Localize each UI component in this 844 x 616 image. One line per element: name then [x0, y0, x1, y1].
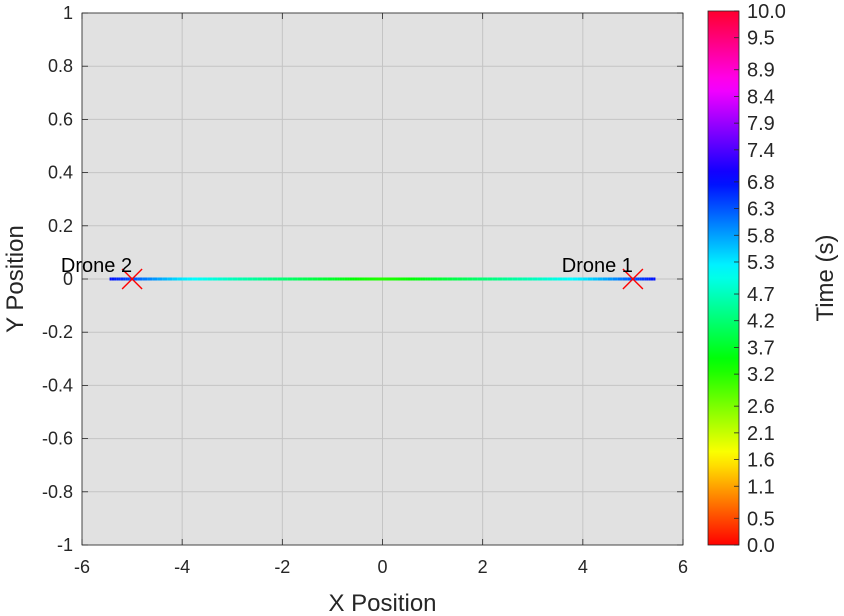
x-axis-title: X Position: [328, 590, 436, 616]
colorbar-tick-label: 3.2: [747, 364, 775, 386]
y-tick-label: 0.8: [48, 56, 73, 76]
x-tick-label: 0: [377, 557, 387, 577]
x-tick-label: 6: [678, 557, 688, 577]
x-tick-label: -2: [274, 557, 290, 577]
drone-label: Drone 1: [562, 255, 633, 277]
y-tick-label: -0.6: [42, 429, 73, 449]
colorbar-tick-label: 0.0: [747, 535, 775, 557]
colorbar-title: Time (s): [812, 234, 839, 321]
colorbar-tick-label: 4.2: [747, 311, 775, 333]
drone-marker-1: [622, 268, 644, 290]
y-tick-label: -0.8: [42, 482, 73, 502]
colorbar-tick-label: 5.3: [747, 252, 775, 274]
colorbar-tick-label: 7.4: [747, 140, 775, 162]
colorbar-tick-label: 6.3: [747, 199, 775, 221]
y-tick-label: 0.4: [48, 163, 73, 183]
colorbar-tick-label: 3.7: [747, 337, 775, 359]
y-tick-label: -0.2: [42, 322, 73, 342]
y-tick-label: 0.6: [48, 109, 73, 129]
colorbar-tick-label: 1.1: [747, 476, 775, 498]
y-tick-label: 1: [63, 3, 73, 23]
drone-marker-2: [121, 268, 143, 290]
plot-area: Drone 1 Drone 2: [61, 12, 684, 546]
x-tick-label: -6: [74, 557, 90, 577]
colorbar-ticks: 10.0 9.5 8.9 8.4 7.9 7.4 6.8 6.3 5.8 5.3 4.7 4.2 3.7…: [734, 1, 786, 557]
colorbar-tick-label: 8.9: [747, 60, 775, 82]
y-tick-label: -0.4: [42, 375, 73, 395]
y-tick-label: -1: [57, 535, 73, 555]
colorbar-gradient: [707, 10, 740, 546]
colorbar-tick-label: 9.5: [747, 28, 775, 50]
y-tick-label: 0: [63, 269, 73, 289]
y-axis: 1 0.8 0.6 0.4 0.2 0 -0.2 -0.4 -0.6 -0.8 -1: [42, 3, 683, 555]
colorbar-tick-label: 2.6: [747, 396, 775, 418]
drone-label: Drone 2: [61, 255, 132, 277]
y-tick-label: 0.2: [48, 216, 73, 236]
x-tick-label: 4: [578, 557, 588, 577]
drone-markers: Drone 1 Drone 2: [61, 255, 644, 290]
x-tick-label: -4: [174, 557, 190, 577]
colorbar-tick-label: 1.6: [747, 450, 775, 472]
colorbar-tick-label: 5.8: [747, 225, 775, 247]
colorbar-tick-label: 8.4: [747, 86, 775, 108]
colorbar-tick-label: 6.8: [747, 172, 775, 194]
x-tick-label: 2: [478, 557, 488, 577]
colorbar-tick-label: 2.1: [747, 423, 775, 445]
colorbar-tick-label: 0.5: [747, 508, 775, 530]
y-axis-title: Y Position: [2, 225, 29, 333]
colorbar: 10.0 9.5 8.9 8.4 7.9 7.4 6.8 6.3 5.8 5.3 4.7 4.2 3.7…: [707, 1, 839, 557]
colorbar-tick-label: 7.9: [747, 113, 775, 135]
colorbar-tick-label: 10.0: [747, 1, 786, 23]
x-axis: -6 -4 -2 0 2 4 6: [74, 13, 688, 577]
colorbar-tick-label: 4.7: [747, 284, 775, 306]
